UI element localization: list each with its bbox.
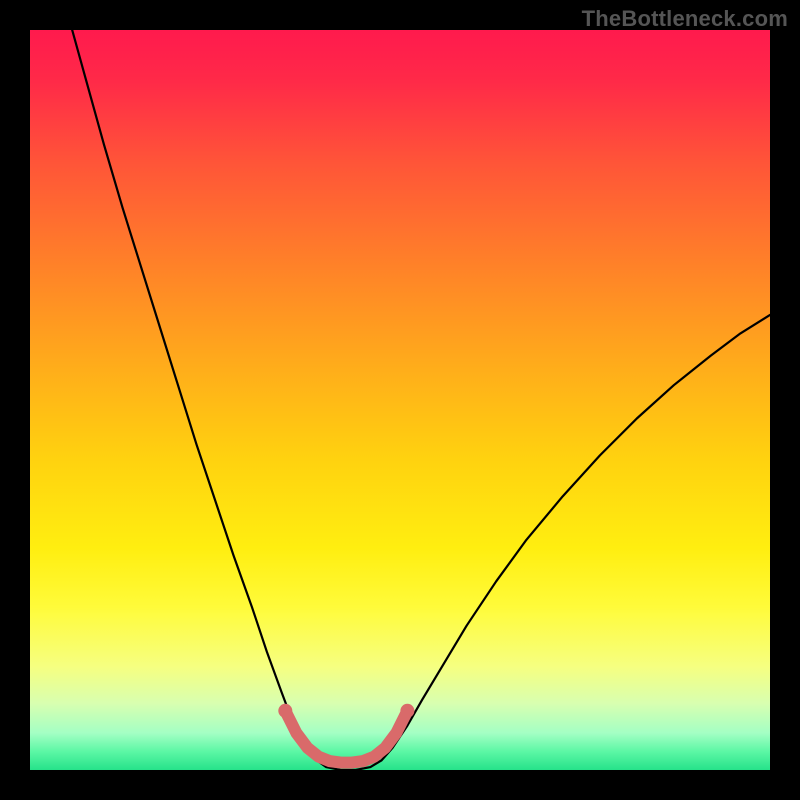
watermark-text: TheBottleneck.com <box>582 6 788 32</box>
gradient-plot <box>30 30 770 770</box>
gradient-background <box>30 30 770 770</box>
chart-frame: TheBottleneck.com <box>0 0 800 800</box>
